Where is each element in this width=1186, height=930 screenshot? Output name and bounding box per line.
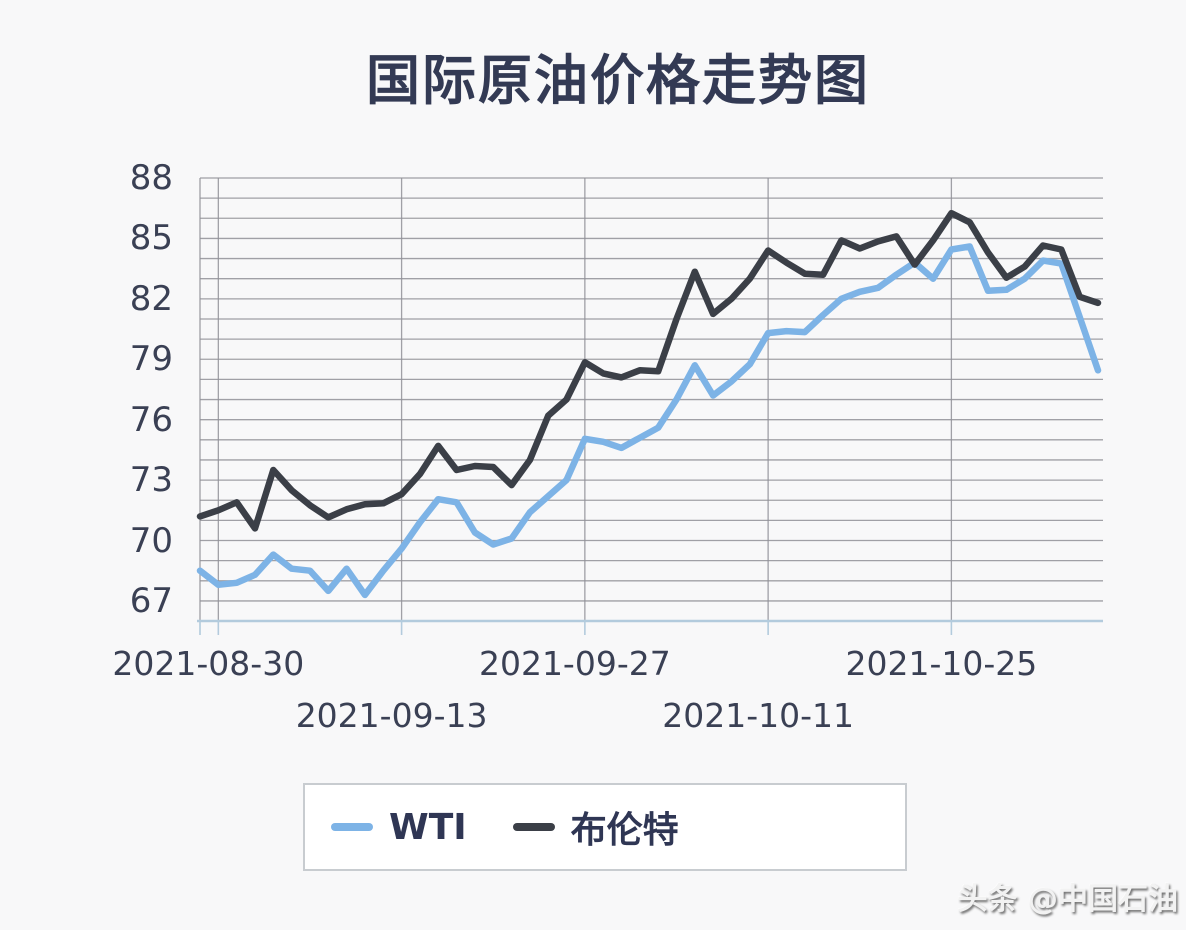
y-tick-label: 76 [129,399,173,440]
y-tick-label: 88 [129,158,173,198]
legend-item-brent[interactable]: 布伦特 [512,801,679,853]
y-tick-label: 79 [129,339,173,380]
series-line-布伦特 [196,209,1102,532]
x-tick-label: 2021-10-25 [845,644,1038,683]
chart-title: 国际原油价格走势图 [366,49,870,112]
y-tick-label: 85 [129,218,173,259]
x-tick-label: 2021-10-11 [662,696,854,735]
watermark: 头条 @中国石油 [957,882,1178,917]
y-tick-label: 67 [129,580,173,621]
series-line-WTI [196,243,1102,599]
brent-line-swatch-icon [512,823,555,831]
x-tick-label: 2021-08-30 [112,644,305,683]
x-tick-label: 2021-09-27 [478,644,671,683]
legend-item-wti[interactable]: WTI [331,807,467,848]
y-tick-label: 70 [129,520,173,561]
legend-label-brent: 布伦特 [570,810,679,851]
legend-label-wti: WTI [389,806,467,848]
y-tick-label: 82 [129,278,173,319]
y-tick-label: 73 [129,460,173,501]
legend: WTI 布伦特 [303,783,907,871]
x-tick-label: 2021-09-13 [295,696,488,735]
wti-line-swatch-icon [331,823,373,831]
